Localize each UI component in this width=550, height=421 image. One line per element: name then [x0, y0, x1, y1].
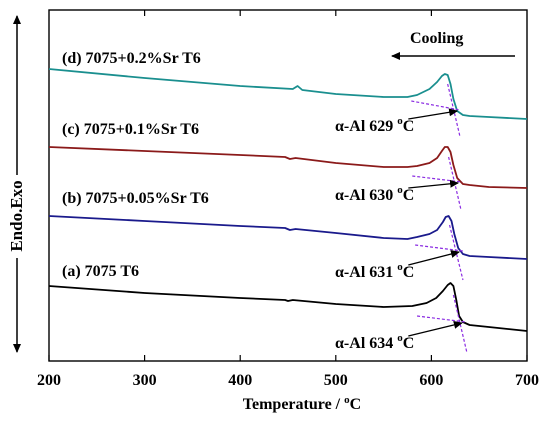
series-line: [48, 282, 528, 332]
onset-annotation-unit: C: [403, 264, 415, 281]
tangent-line: [412, 175, 463, 183]
series-name-label: (a) 7075 T6: [62, 263, 139, 280]
x-tick-label: 700: [515, 372, 539, 389]
x-tick-label: 600: [419, 372, 443, 389]
onset-annotation-unit: C: [403, 335, 415, 352]
y-axis-label: Endo.Exo: [7, 180, 26, 251]
onset-annotation: α-Al 630 oC: [335, 184, 414, 204]
onset-annotation-text: α-Al 629: [335, 118, 397, 135]
x-tick-label: 400: [228, 372, 252, 389]
onset-pointer: [408, 320, 463, 337]
series-line: [48, 146, 528, 189]
onset-annotation-text: α-Al 634: [335, 335, 397, 352]
onset-annotation-text: α-Al 631: [335, 264, 397, 281]
x-tick-label: 500: [324, 372, 348, 389]
onset-annotation-text: α-Al 630: [335, 187, 397, 204]
series-name-label: (c) 7075+0.1%Sr T6: [62, 121, 199, 138]
cooling-label: Cooling: [410, 30, 463, 47]
onset-annotation: α-Al 629 oC: [335, 115, 414, 135]
tangent-line: [447, 83, 461, 138]
onset-annotation-sup: o: [397, 115, 403, 127]
onset-annotation-sup: o: [397, 261, 403, 273]
x-tick-label: 300: [133, 372, 157, 389]
x-axis-label-unit: C: [350, 396, 362, 413]
onset-annotation-sup: o: [397, 184, 403, 196]
onset-annotation-sup: o: [397, 332, 403, 344]
x-tick-label: 200: [37, 372, 61, 389]
curves-layer: (a) 7075 T6α-Al 634 oC(b) 7075+0.05%Sr T…: [48, 50, 528, 353]
x-axis-label-text: Temperature /: [243, 396, 344, 413]
series-name-label: (d) 7075+0.2%Sr T6: [62, 50, 201, 67]
series-name-label: (b) 7075+0.05%Sr T6: [62, 190, 209, 207]
onset-annotation: α-Al 631 oC: [335, 261, 414, 281]
tangent-line: [448, 224, 464, 281]
onset-pointer: [408, 108, 459, 120]
series-line: [48, 68, 528, 120]
x-axis-label: Temperature / oC: [243, 394, 361, 413]
plot-frame: [48, 9, 528, 362]
onset-pointer: [408, 179, 460, 189]
x-axis-label-sup: o: [344, 394, 350, 406]
onset-pointer: [408, 250, 461, 266]
onset-annotation: α-Al 634 oC: [335, 332, 414, 352]
onset-annotation-unit: C: [403, 118, 415, 135]
x-axis-ticks: 200 300 400 500 600 700: [37, 10, 539, 389]
onset-annotation-unit: C: [403, 187, 415, 204]
tangent-line: [415, 244, 464, 252]
